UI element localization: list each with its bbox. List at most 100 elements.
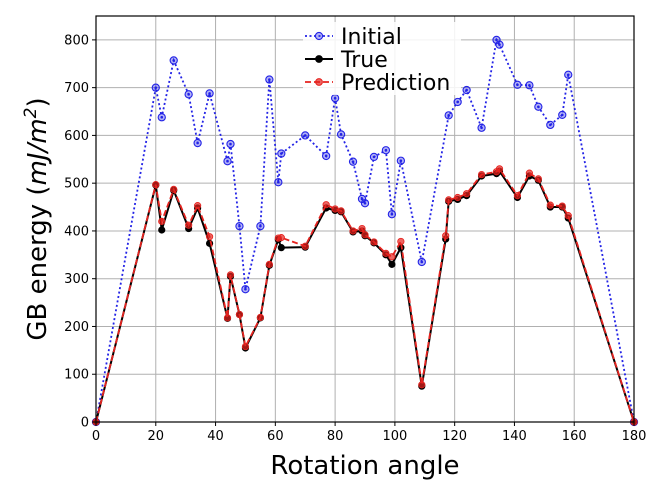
data-point-center <box>498 43 501 46</box>
data-point-center <box>187 93 190 96</box>
data-point-center <box>160 115 164 119</box>
data-point <box>564 212 572 220</box>
legend-item-initial: Initial <box>305 25 402 50</box>
data-point <box>331 205 339 213</box>
legend-marker <box>315 55 323 63</box>
data-point-center <box>268 78 271 81</box>
data-point-center <box>549 123 552 127</box>
data-point-center <box>390 212 394 216</box>
y-axis-title-prefix: GB energy ( <box>23 185 53 340</box>
y-tick-label: 100 <box>64 368 89 383</box>
data-point-center <box>363 201 367 205</box>
data-point <box>546 201 554 209</box>
data-point-center <box>351 160 355 163</box>
data-point-center <box>226 159 229 163</box>
data-point-center <box>244 287 247 291</box>
data-point <box>445 196 453 204</box>
data-point-center <box>280 152 283 155</box>
y-axis-title-unit-sup: 2 <box>21 107 41 118</box>
data-point-center <box>372 155 376 159</box>
y-tick-label: 200 <box>64 320 89 335</box>
data-point <box>256 313 264 321</box>
data-point <box>223 314 232 322</box>
y-tick-label: 800 <box>64 33 89 48</box>
data-point-center <box>333 96 337 100</box>
y-tick-label: 400 <box>64 224 89 239</box>
y-tick-label: 500 <box>64 177 89 192</box>
data-point-center <box>495 38 498 42</box>
data-point-center <box>516 83 519 87</box>
data-point <box>477 170 486 179</box>
data-point <box>534 175 542 183</box>
data-point <box>158 226 166 234</box>
y-axis-title-suffix: ) <box>23 97 53 107</box>
y-tick-label: 300 <box>64 272 89 287</box>
data-point <box>158 217 166 225</box>
x-tick-label: 0 <box>92 429 100 444</box>
data-point <box>454 193 462 202</box>
data-point <box>152 181 160 189</box>
legend-marker <box>314 31 324 41</box>
data-point-center <box>303 134 307 137</box>
data-point <box>194 202 202 210</box>
series-initial <box>91 35 639 427</box>
data-point <box>226 271 235 279</box>
data-point <box>277 244 285 252</box>
data-point <box>349 227 357 235</box>
data-point <box>495 165 504 173</box>
data-point-center <box>229 142 232 146</box>
data-point-center <box>447 114 450 117</box>
data-point-center <box>465 88 468 92</box>
data-point <box>513 191 522 200</box>
data-point-center <box>566 73 570 77</box>
data-point <box>463 190 471 198</box>
data-point-center <box>339 133 343 136</box>
legend-label: True <box>340 48 388 73</box>
x-tick-label: 140 <box>502 429 527 444</box>
data-point <box>418 381 426 389</box>
data-point-center <box>399 159 403 163</box>
data-point-center <box>420 260 424 264</box>
data-point <box>205 233 214 241</box>
data-point-center <box>238 224 241 228</box>
series-line <box>95 37 635 423</box>
data-point-center <box>154 86 158 89</box>
legend-label: Initial <box>341 25 402 50</box>
data-point-center <box>560 113 564 117</box>
data-point <box>235 310 244 319</box>
x-tick-label: 20 <box>148 429 165 444</box>
data-point <box>322 201 330 209</box>
x-tick-label: 180 <box>622 429 647 444</box>
data-point-center <box>537 105 540 109</box>
data-point <box>185 221 193 229</box>
data-point-center <box>324 154 328 158</box>
data-point-center <box>360 197 364 201</box>
data-point-center <box>259 224 262 228</box>
legend-label: Prediction <box>341 71 450 96</box>
y-tick-label: 700 <box>64 81 89 96</box>
data-point-center <box>208 92 211 95</box>
data-point <box>382 249 390 257</box>
data-point <box>301 242 309 250</box>
x-tick-label: 80 <box>327 429 344 444</box>
data-point-center <box>528 83 531 87</box>
data-point-center <box>456 100 459 104</box>
data-point-center <box>172 59 176 62</box>
x-tick-label: 40 <box>207 429 224 444</box>
data-point <box>442 232 450 240</box>
legend-item-true: True <box>305 48 388 73</box>
x-tick-label: 100 <box>382 429 407 444</box>
data-point <box>277 234 285 242</box>
data-point-center <box>277 180 280 184</box>
data-point <box>358 224 366 233</box>
data-point <box>370 238 378 246</box>
data-point <box>525 169 533 177</box>
x-tick-label: 60 <box>267 429 284 444</box>
data-point-center <box>196 141 199 145</box>
x-axis-title: Rotation angle <box>270 451 459 481</box>
data-point <box>337 207 345 215</box>
y-axis-title-unit: mJ/m <box>23 118 53 185</box>
data-point <box>388 253 396 261</box>
